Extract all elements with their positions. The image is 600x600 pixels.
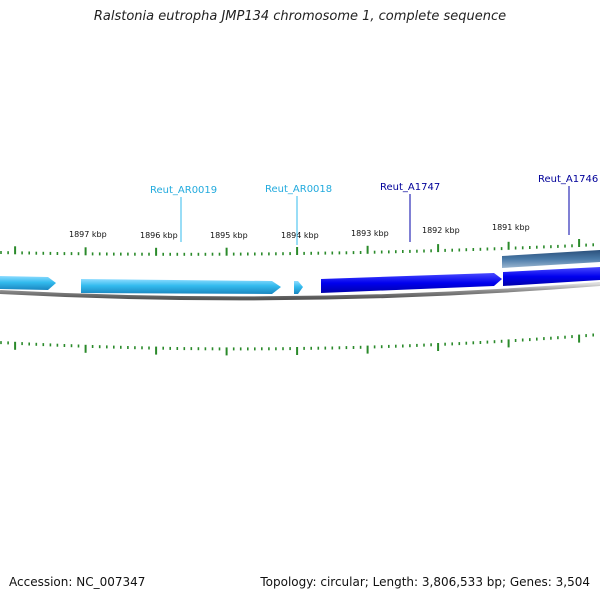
gene-label[interactable]: Reut_A1747 — [380, 182, 440, 193]
scale-label: 1892 kbp — [422, 226, 460, 235]
genome-summary: Topology: circular; Length: 3,806,533 bp… — [260, 575, 590, 589]
gene-label[interactable]: Reut_AR0019 — [150, 185, 217, 196]
gene-arrow-light[interactable] — [294, 281, 303, 294]
scale-label: 1893 kbp — [351, 229, 389, 238]
scale-label: 1894 kbp — [281, 231, 319, 240]
gene-arrow-dark[interactable] — [321, 273, 502, 293]
map-title: Ralstonia eutropha JMP134 chromosome 1, … — [93, 9, 507, 24]
scale-ticks-outer — [0, 239, 595, 256]
gene-label[interactable]: Reut_AR0018 — [265, 184, 332, 195]
accession-label: Accession: NC_007347 — [9, 575, 146, 589]
gene-label[interactable]: Reut_A1746 — [538, 174, 598, 185]
gene-arrow-dark[interactable] — [503, 267, 600, 286]
gene-arrow-steel[interactable] — [502, 250, 600, 268]
scale-label: 1895 kbp — [210, 231, 248, 240]
gene-arrow-light[interactable] — [81, 279, 281, 294]
scale-label: 1891 kbp — [492, 223, 530, 232]
gene-arrow-light[interactable] — [0, 276, 56, 290]
scale-label: 1896 kbp — [140, 231, 178, 240]
chromosome-backbone — [0, 282, 600, 301]
scale-ticks-inner — [0, 333, 595, 356]
scale-label: 1897 kbp — [69, 230, 107, 239]
